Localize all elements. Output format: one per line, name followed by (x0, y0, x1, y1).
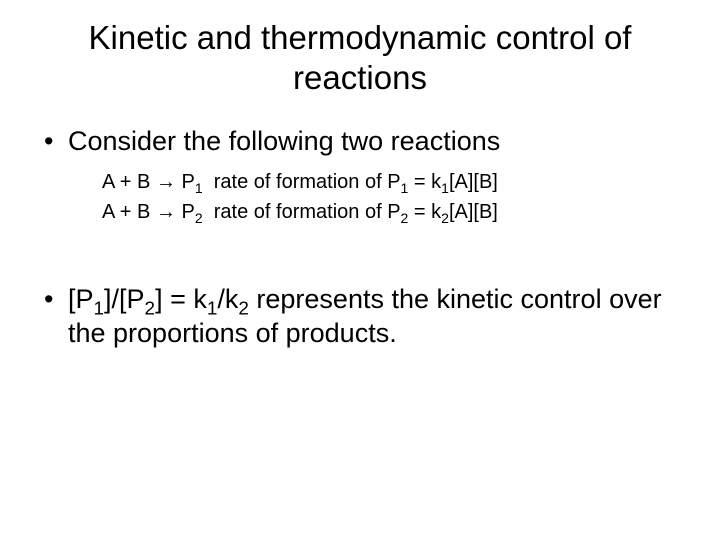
bullet-item: Consider the following two reactions (40, 125, 680, 159)
arrow-icon: → (156, 201, 176, 223)
bullet-text: [P1]/[P2] = k1/k2 represents the kinetic… (68, 284, 662, 348)
rate-const: k2 (431, 201, 449, 223)
bullet-list: [P1]/[P2] = k1/k2 represents the kinetic… (40, 283, 680, 351)
reaction-block: A + B → P1 rate of formation of P1 = k1[… (102, 167, 680, 227)
reaction-line: A + B → P2 rate of formation of P2 = k2[… (102, 197, 680, 227)
equals-sign: = (414, 171, 426, 193)
slide: Kinetic and thermodynamic control of rea… (0, 0, 720, 540)
bullet-item: [P1]/[P2] = k1/k2 represents the kinetic… (40, 283, 680, 351)
rate-product: P2 (387, 201, 408, 223)
rate-const: k1 (431, 171, 449, 193)
reaction-lhs: A + B (102, 171, 150, 193)
equals-sign: = (414, 201, 426, 223)
concentrations: [A][B] (449, 201, 498, 223)
bullet-list: Consider the following two reactions (40, 125, 680, 159)
reaction-product: P2 (182, 201, 203, 223)
reaction-lhs: A + B (102, 201, 150, 223)
slide-title: Kinetic and thermodynamic control of rea… (40, 18, 680, 97)
bullet-text: Consider the following two reactions (68, 126, 500, 156)
reaction-product: P1 (182, 171, 203, 193)
arrow-icon: → (156, 171, 176, 193)
concentrations: [A][B] (449, 171, 498, 193)
reaction-line: A + B → P1 rate of formation of P1 = k1[… (102, 167, 680, 197)
rate-label: rate of formation of (214, 171, 382, 193)
rate-label: rate of formation of (214, 201, 382, 223)
rate-product: P1 (387, 171, 408, 193)
spacer (40, 227, 680, 283)
